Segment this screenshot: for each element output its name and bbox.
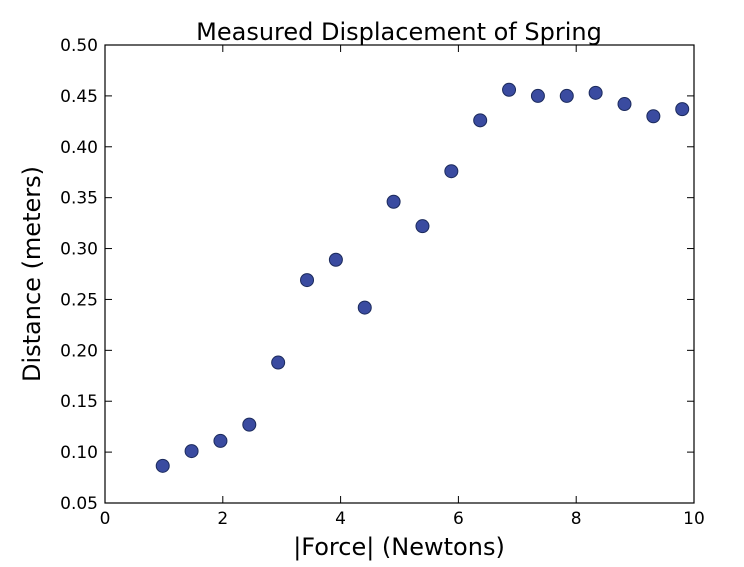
data-point [675,102,690,117]
plot-frame [104,44,695,504]
x-tick-label: 2 [217,509,228,529]
data-point [559,88,574,103]
data-point [473,113,488,128]
data-point [588,85,603,100]
plot-area: 0 2 4 6 8 10 0.05 0.10 0.15 0.20 0.25 0.30 0.35 0.40… [60,36,705,529]
data-point [271,355,286,370]
data-point [444,164,459,179]
y-axis-ticks: 0.05 0.10 0.15 0.20 0.25 0.30 0.35 0.40 0.45 0.50 [60,36,694,514]
x-tick-label: 4 [335,509,346,529]
data-point [242,417,257,432]
x-axis-label: |Force| (Newtons) [293,533,505,561]
y-tick-label: 0.30 [60,240,98,260]
data-point [357,300,372,315]
x-tick-label: 10 [683,509,705,529]
x-tick-label: 0 [100,509,111,529]
data-point [213,433,228,448]
data-point [300,273,315,288]
data-point [646,109,661,124]
x-tick-label: 8 [571,509,582,529]
x-axis-ticks: 0 2 4 6 8 10 [100,45,705,529]
y-tick-label: 0.35 [60,189,98,209]
y-tick-label: 0.25 [60,290,98,310]
y-tick-label: 0.45 [60,87,98,107]
data-point [415,219,430,234]
y-tick-label: 0.20 [60,341,98,361]
data-point [502,82,517,97]
y-tick-label: 0.15 [60,392,98,412]
y-tick-label: 0.40 [60,138,98,158]
y-axis-label: Distance (meters) [18,166,46,382]
data-points [155,82,690,473]
data-point [530,88,545,103]
y-tick-label: 0.10 [60,443,98,463]
data-point [328,252,343,267]
data-point [386,194,401,209]
data-point [155,458,170,473]
y-tick-label: 0.05 [60,494,98,514]
data-point [617,97,632,112]
y-tick-label: 0.50 [60,36,98,56]
data-point [184,444,199,459]
chart-title: Measured Displacement of Spring [196,18,602,46]
x-tick-label: 6 [453,509,464,529]
